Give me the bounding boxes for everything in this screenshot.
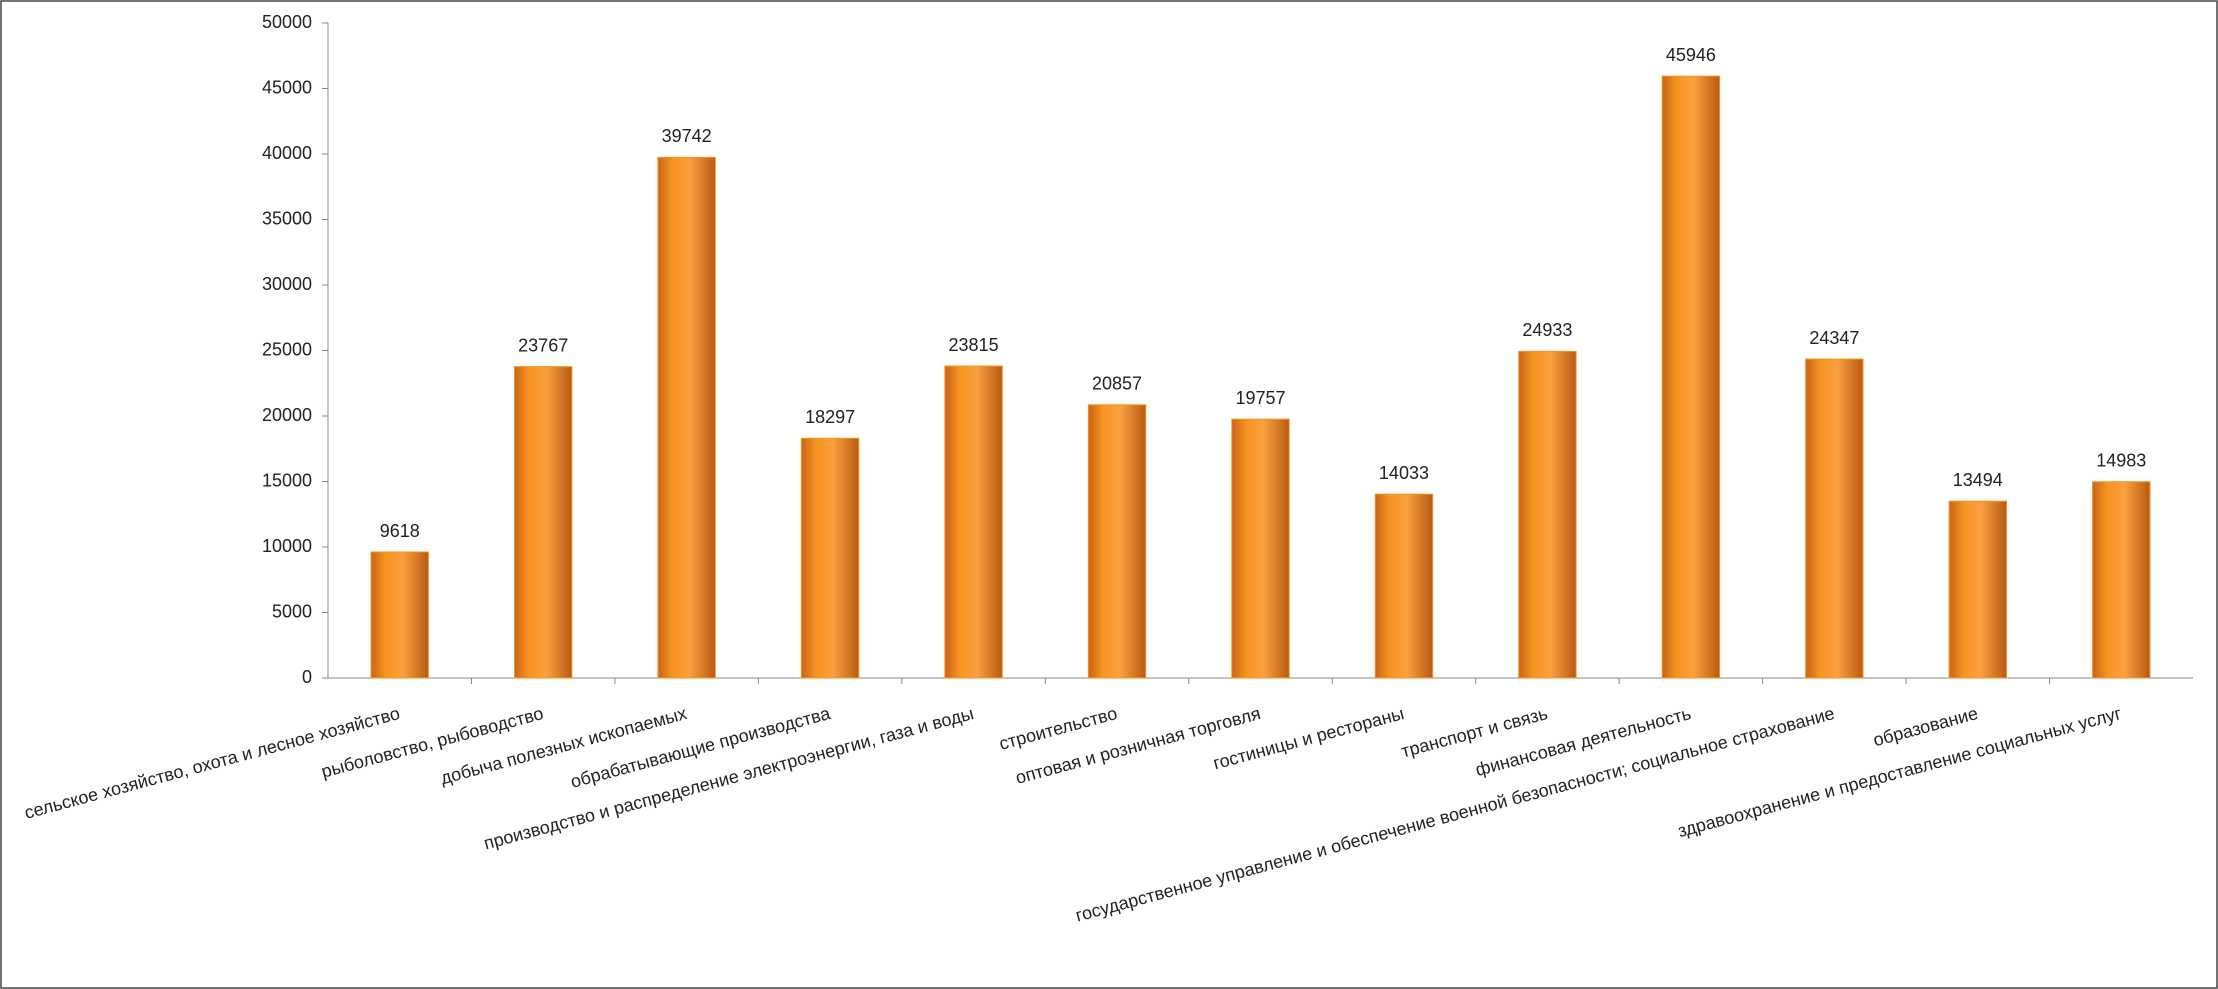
- bar: [1661, 75, 1721, 679]
- bar: [1948, 500, 2007, 679]
- value-label: 24347: [1809, 328, 1859, 348]
- bar: [944, 365, 1003, 679]
- bar: [370, 551, 429, 679]
- value-label: 19757: [1235, 388, 1285, 408]
- value-label: 14983: [2096, 450, 2146, 470]
- bar: [657, 156, 716, 679]
- value-label: 24933: [1522, 320, 1572, 340]
- value-label: 18297: [805, 407, 855, 427]
- value-label: 23815: [949, 335, 999, 355]
- y-tick-label: 45000: [262, 77, 312, 97]
- value-label: 45946: [1666, 45, 1716, 65]
- bar: [514, 366, 573, 679]
- value-label: 14033: [1379, 463, 1429, 483]
- bar: [800, 437, 860, 679]
- y-tick-label: 30000: [262, 274, 312, 294]
- value-label: 20857: [1092, 374, 1142, 394]
- y-tick-label: 15000: [262, 470, 312, 490]
- value-label: 23767: [518, 335, 568, 355]
- bar: [1087, 404, 1147, 679]
- y-tick-label: 40000: [262, 143, 312, 163]
- y-tick-label: 10000: [262, 536, 312, 556]
- y-tick-label: 35000: [262, 208, 312, 228]
- bar: [1518, 350, 1577, 679]
- y-tick-label: 25000: [262, 339, 312, 359]
- bar: [1374, 493, 1434, 679]
- y-tick-label: 20000: [262, 405, 312, 425]
- value-label: 13494: [1953, 470, 2003, 490]
- bar: [1805, 358, 1864, 679]
- value-label: 9618: [380, 521, 420, 541]
- y-tick-label: 0: [302, 667, 312, 687]
- value-label: 39742: [662, 126, 712, 146]
- bar: [2092, 481, 2151, 679]
- y-tick-label: 5000: [272, 601, 312, 621]
- y-tick-label: 50000: [262, 12, 312, 32]
- bar: [1231, 418, 1290, 679]
